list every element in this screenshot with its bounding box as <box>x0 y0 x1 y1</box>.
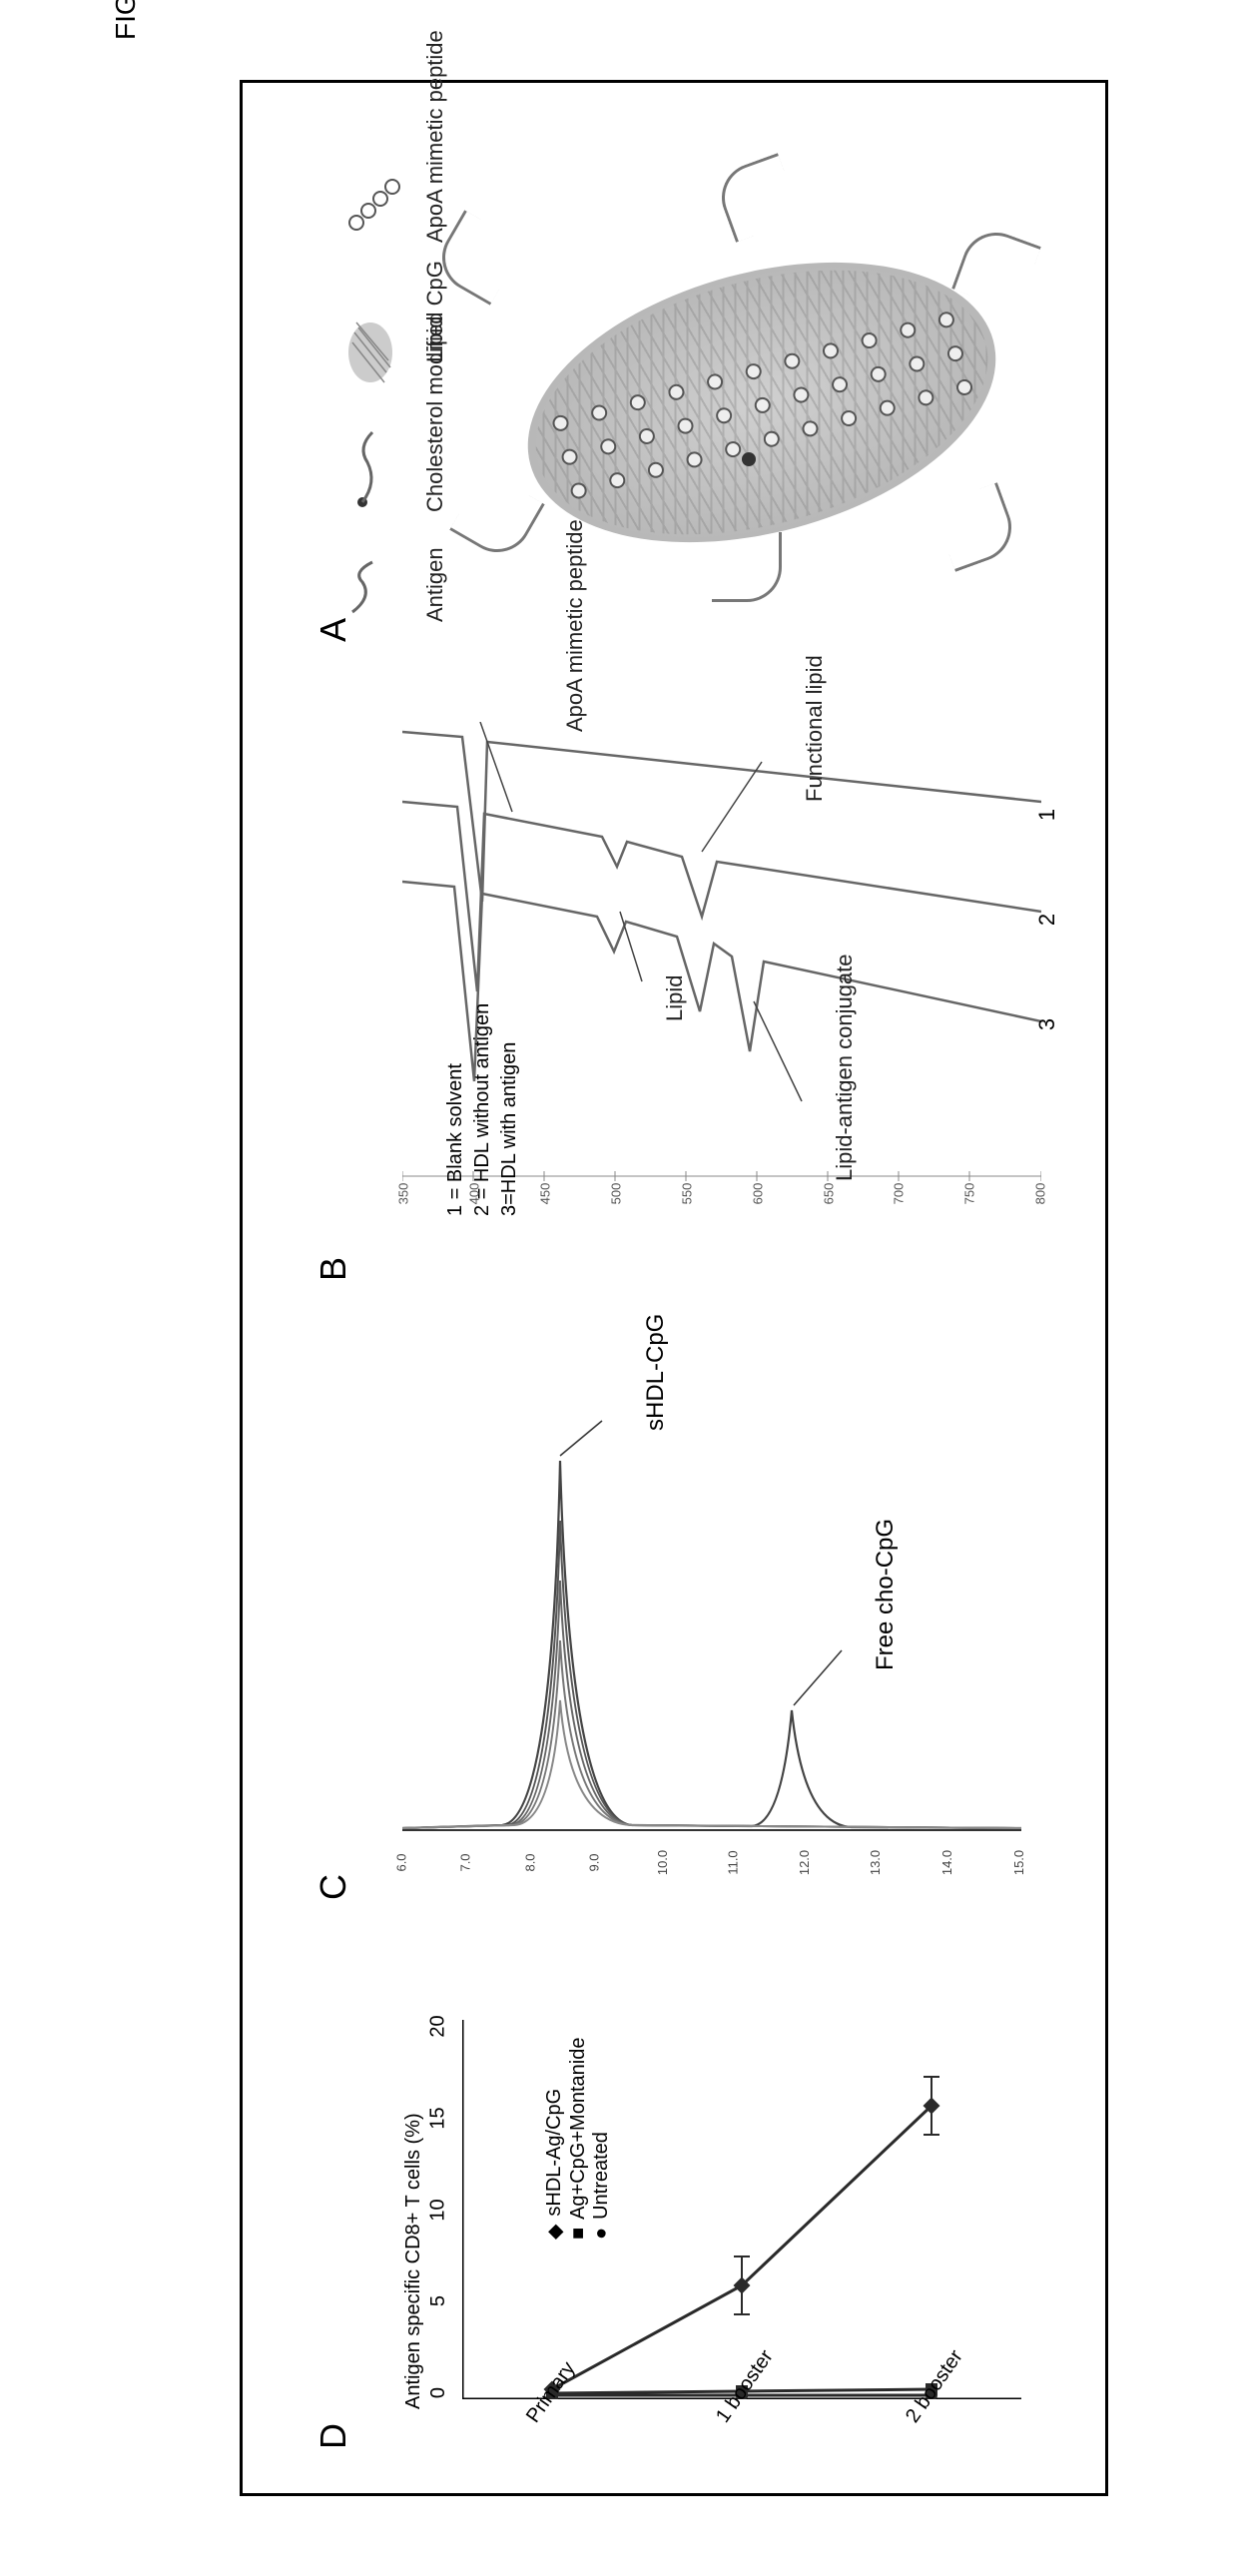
panel-b-trace-legend: 1 = Blank solvent 2 = HDL without antige… <box>442 1003 523 1216</box>
panel-b: B 1 2 3 ApoA mimetic peptide Functional <box>243 682 1105 1321</box>
legend-shdl: sHDL-Ag/CpG <box>543 2089 566 2217</box>
panel-b-label: B <box>312 1257 354 1281</box>
panel-d-ylabel: Antigen specific CD8+ T cells (%) <box>402 2113 425 2409</box>
annot-apoa: ApoA mimetic peptide <box>562 519 588 732</box>
antigen-tail-icon <box>712 153 802 243</box>
legend-icons-column <box>342 133 402 632</box>
panel-d: D <box>243 1960 1105 2479</box>
circle-marker-icon: ● <box>590 2228 613 2240</box>
cpg-dot-icon <box>742 452 756 466</box>
annot-lipid: Lipid <box>662 975 688 1021</box>
panel-c-traces <box>402 1401 1021 1840</box>
legend-lipid-label: Lipid <box>422 317 448 362</box>
trace-2-num: 2 <box>1034 914 1060 926</box>
legend-cpg-label: Cholesterol modified CpG <box>422 261 448 512</box>
antigen-tail-icon <box>712 532 782 602</box>
legend-antigen-label: Antigen <box>422 547 448 622</box>
square-marker-icon: ■ <box>567 2228 590 2240</box>
antigen-tail-icon <box>931 482 1021 572</box>
panel-a: A <box>243 103 1105 662</box>
panel-b-xticks: 350400450500550600650700750800 <box>392 1186 1051 1201</box>
panel-d-legend: ◆ sHDL-Ag/CpG ■ Ag+CpG+Montanide ● Untreate… <box>542 2038 613 2240</box>
panel-d-yticks: 20 15 10 5 0 <box>427 2015 449 2404</box>
antigen-tail-icon <box>449 469 545 565</box>
panel-c-xticks: 6.0 7.0 8.0 9.0 10.0 11.0 12.0 13.0 14.0… <box>392 1855 1031 1870</box>
trace-1-num: 1 <box>1034 809 1060 821</box>
annot-funclipid: Functional lipid <box>802 655 828 802</box>
legend-untreated: Untreated <box>590 2132 613 2220</box>
legend-montanide: Ag+CpG+Montanide <box>567 2038 590 2220</box>
annot-free-cpg: Free cho-CpG <box>872 1519 900 1670</box>
panel-c: C sHDL-CpG Free cho-CpG 6.0 7.0 8.0 9.0 … <box>243 1341 1105 1940</box>
trace-3-num: 3 <box>1034 1018 1060 1030</box>
figure-frame: A <box>240 80 1108 2496</box>
figure-label: FIG. 2 <box>110 0 142 40</box>
panel-a-legend <box>342 133 402 637</box>
annot-lipidantigen: Lipid-antigen conjugate <box>832 954 858 1181</box>
panel-d-label: D <box>312 2423 354 2449</box>
panel-c-label: C <box>312 1874 354 1900</box>
legend-apoa-label: ApoA mimetic peptide <box>422 30 448 243</box>
annot-shdl-cpg: sHDL-CpG <box>642 1314 670 1431</box>
diamond-marker-icon: ◆ <box>542 2225 567 2240</box>
